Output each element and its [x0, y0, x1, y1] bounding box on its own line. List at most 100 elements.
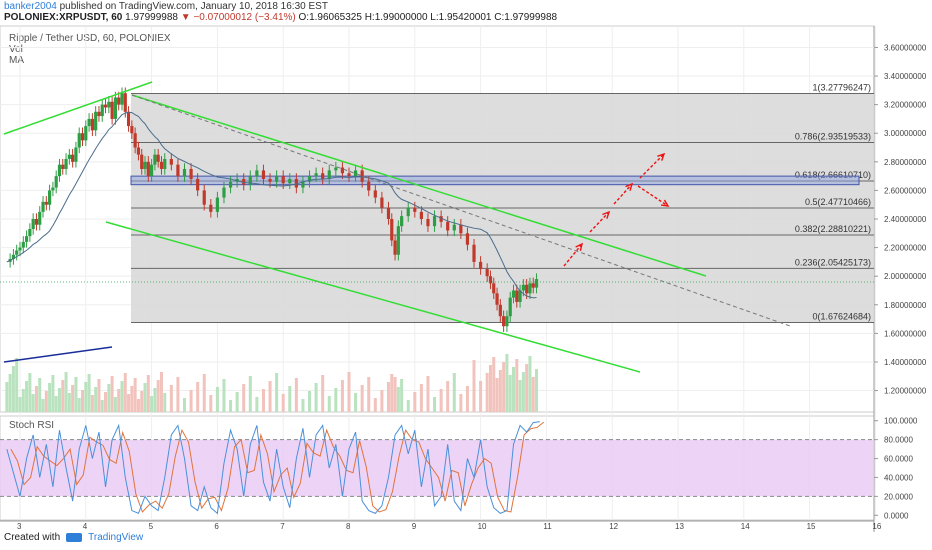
candle-body [202, 190, 206, 205]
volume-bar [406, 400, 410, 412]
candle-body [34, 219, 39, 225]
candle-body [301, 181, 305, 188]
volume-bar [163, 393, 167, 412]
volume-bar [159, 372, 163, 412]
volume-bar [446, 381, 450, 412]
candle-body [521, 284, 525, 291]
y-tick-label: 1.60000000 [884, 329, 927, 338]
candle-body [136, 147, 141, 155]
candle-body [413, 207, 417, 212]
volume-bar [57, 388, 61, 412]
volume-bar [31, 394, 35, 412]
candle-body [275, 176, 279, 182]
candle-body [294, 178, 298, 188]
fib-level-label: 0.786(2.93519533) [795, 131, 871, 141]
volume-bar [535, 369, 539, 412]
volume-bar [11, 366, 15, 412]
tradingview-brand[interactable]: TradingView [88, 532, 144, 543]
volume-bar [21, 389, 25, 412]
candle-body [77, 133, 81, 148]
candle-body [28, 229, 32, 237]
publisher-line: banker2004 published on TradingView.com,… [4, 1, 328, 13]
x-tick-label: 10 [478, 522, 487, 531]
dashed-trendline[interactable] [131, 94, 791, 327]
volume-bar [268, 381, 272, 412]
candle-body [67, 154, 71, 159]
volume-bar [294, 378, 298, 412]
main-pane-frame [0, 25, 875, 413]
volume-bar [512, 367, 515, 412]
volume-bar [275, 373, 279, 412]
lower-downtrend-line[interactable] [105, 221, 641, 373]
candle-body [465, 233, 470, 245]
candle-body [360, 170, 364, 182]
fib-retracement-box[interactable] [131, 93, 874, 323]
last-price: 1.97999988 [125, 12, 178, 23]
created-with-label: Created with [4, 532, 61, 543]
candle-body [31, 219, 35, 230]
candle-body [74, 147, 78, 162]
upper-downtrend-line[interactable] [131, 94, 707, 277]
tradingview-logo-icon[interactable] [66, 533, 83, 542]
candle-body [268, 178, 272, 182]
volume-bar [90, 395, 94, 412]
candle-body [479, 261, 483, 270]
candle-body [18, 247, 22, 251]
volume-bar [439, 389, 443, 412]
candle-body [90, 118, 94, 131]
candle-body [235, 178, 239, 182]
candle-body [373, 190, 377, 198]
volume-bar [74, 377, 78, 412]
volume-bar [235, 392, 239, 412]
volume-bar [479, 381, 483, 412]
projection-arrow-head [602, 210, 611, 219]
candle-body [498, 304, 502, 317]
volume-bar [77, 398, 81, 412]
candle-body [314, 173, 318, 177]
footer: Created with TradingView [4, 532, 143, 543]
x-tick-label: 3 [17, 522, 22, 531]
price-change: ▼ −0.07000012 (−3.41%) [180, 12, 296, 23]
candle-body [327, 170, 331, 179]
candle-body [502, 316, 506, 327]
x-tick-label: 4 [83, 522, 88, 531]
candle-body [307, 176, 312, 182]
candle-body [11, 254, 16, 260]
candle-body [140, 154, 144, 169]
candle-body [38, 211, 42, 225]
candle-body [94, 111, 98, 131]
candle-body [367, 181, 371, 191]
volume-bar [334, 388, 338, 412]
upper-uptrend-line[interactable] [3, 81, 153, 135]
candle-body [255, 170, 259, 177]
candle-body [386, 207, 391, 219]
volume-bar [380, 390, 384, 412]
volume-bar [222, 379, 226, 412]
candle-body [281, 176, 285, 184]
volume-bar [97, 379, 101, 412]
candle-body [113, 97, 118, 119]
blue-trendline[interactable] [3, 346, 113, 363]
volume-bar [413, 392, 417, 412]
projection-arrow [589, 211, 610, 233]
projection-arrow-head [657, 152, 666, 161]
candle-body [400, 216, 404, 227]
projection-arrow [563, 243, 583, 267]
resistance-zone[interactable] [130, 175, 860, 186]
volume-bar [48, 383, 52, 412]
volume-bar [107, 384, 111, 412]
fib-level-label: 0.236(2.05425173) [795, 257, 871, 267]
volume-bar [386, 382, 390, 412]
volume-bar [143, 383, 147, 412]
volume-bar [498, 370, 502, 412]
candle-body [123, 93, 127, 112]
fib-level-label: 0(1.67624684) [812, 311, 871, 321]
candle-body [61, 164, 65, 169]
moving-average-line [6, 111, 537, 299]
candle-body [100, 104, 104, 117]
volume-bar [169, 385, 173, 412]
fib-level-label: 0.5(2.47710466) [805, 197, 871, 207]
volume-bar [433, 397, 437, 412]
username-link[interactable]: banker2004 [4, 1, 57, 12]
